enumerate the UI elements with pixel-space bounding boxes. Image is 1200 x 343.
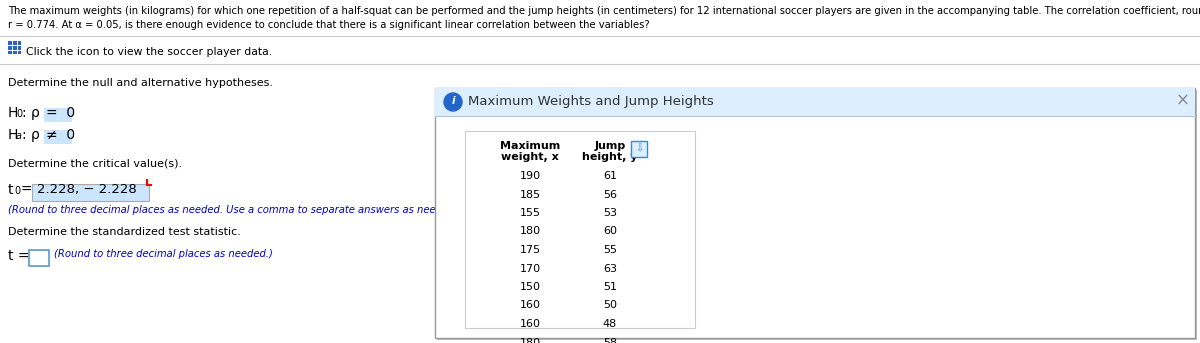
Text: 150: 150 [520, 282, 540, 292]
Text: 48: 48 [602, 319, 617, 329]
Text: H: H [8, 106, 18, 120]
Text: The maximum weights (in kilograms) for which one repetition of a half-squat can : The maximum weights (in kilograms) for w… [8, 6, 1200, 16]
FancyBboxPatch shape [436, 88, 1195, 116]
Text: t =: t = [8, 249, 30, 263]
Text: Determine the null and alternative hypotheses.: Determine the null and alternative hypot… [8, 78, 274, 88]
FancyBboxPatch shape [631, 141, 647, 157]
FancyBboxPatch shape [29, 250, 49, 266]
Text: t: t [8, 183, 13, 197]
Text: 51: 51 [604, 282, 617, 292]
Text: 180: 180 [520, 226, 540, 237]
Circle shape [444, 93, 462, 111]
Text: 0: 0 [16, 109, 22, 119]
FancyBboxPatch shape [44, 108, 72, 122]
Text: 53: 53 [604, 208, 617, 218]
Text: 50: 50 [604, 300, 617, 310]
Text: r = 0.774. At α = 0.05, is there enough evidence to conclude that there is a sig: r = 0.774. At α = 0.05, is there enough … [8, 20, 649, 30]
Text: 2.228, − 2.228: 2.228, − 2.228 [37, 183, 137, 196]
Text: a: a [16, 131, 22, 141]
Text: ⇩: ⇩ [635, 143, 643, 153]
Text: 175: 175 [520, 245, 540, 255]
Text: 185: 185 [520, 189, 540, 200]
Text: Determine the critical value(s).: Determine the critical value(s). [8, 158, 182, 168]
Text: Maximum Weights and Jump Heights: Maximum Weights and Jump Heights [468, 95, 714, 107]
Text: Jump: Jump [594, 141, 625, 151]
Text: : ρ: : ρ [22, 106, 40, 120]
FancyBboxPatch shape [32, 184, 149, 201]
Text: ×: × [1176, 92, 1190, 110]
Text: 0: 0 [14, 186, 20, 196]
Text: 160: 160 [520, 319, 540, 329]
Text: Maximum: Maximum [500, 141, 560, 151]
Text: weight, x: weight, x [502, 152, 559, 162]
Text: (Round to three decimal places as needed. Use a comma to separate answers as nee: (Round to three decimal places as needed… [8, 205, 462, 215]
FancyBboxPatch shape [436, 88, 1195, 338]
Text: 56: 56 [604, 189, 617, 200]
FancyBboxPatch shape [44, 130, 72, 144]
Text: (Round to three decimal places as needed.): (Round to three decimal places as needed… [54, 249, 272, 259]
Text: 63: 63 [604, 263, 617, 273]
Text: 58: 58 [602, 338, 617, 343]
Text: 170: 170 [520, 263, 540, 273]
Text: 60: 60 [604, 226, 617, 237]
Text: 55: 55 [604, 245, 617, 255]
Text: =: = [22, 183, 32, 197]
Text: 180: 180 [520, 338, 540, 343]
FancyBboxPatch shape [437, 90, 1198, 340]
FancyBboxPatch shape [8, 41, 22, 54]
Text: H: H [8, 128, 18, 142]
Text: 61: 61 [604, 171, 617, 181]
FancyBboxPatch shape [466, 131, 695, 328]
Text: height, y: height, y [582, 152, 637, 162]
Text: : ρ: : ρ [22, 128, 40, 142]
Text: i: i [451, 96, 455, 106]
Text: Determine the standardized test statistic.: Determine the standardized test statisti… [8, 227, 241, 237]
Text: Click the icon to view the soccer player data.: Click the icon to view the soccer player… [26, 47, 272, 57]
Text: 190: 190 [520, 171, 540, 181]
Text: =  0: = 0 [46, 106, 76, 120]
Text: ≠  0: ≠ 0 [46, 128, 76, 142]
Text: 155: 155 [520, 208, 540, 218]
Text: 160: 160 [520, 300, 540, 310]
